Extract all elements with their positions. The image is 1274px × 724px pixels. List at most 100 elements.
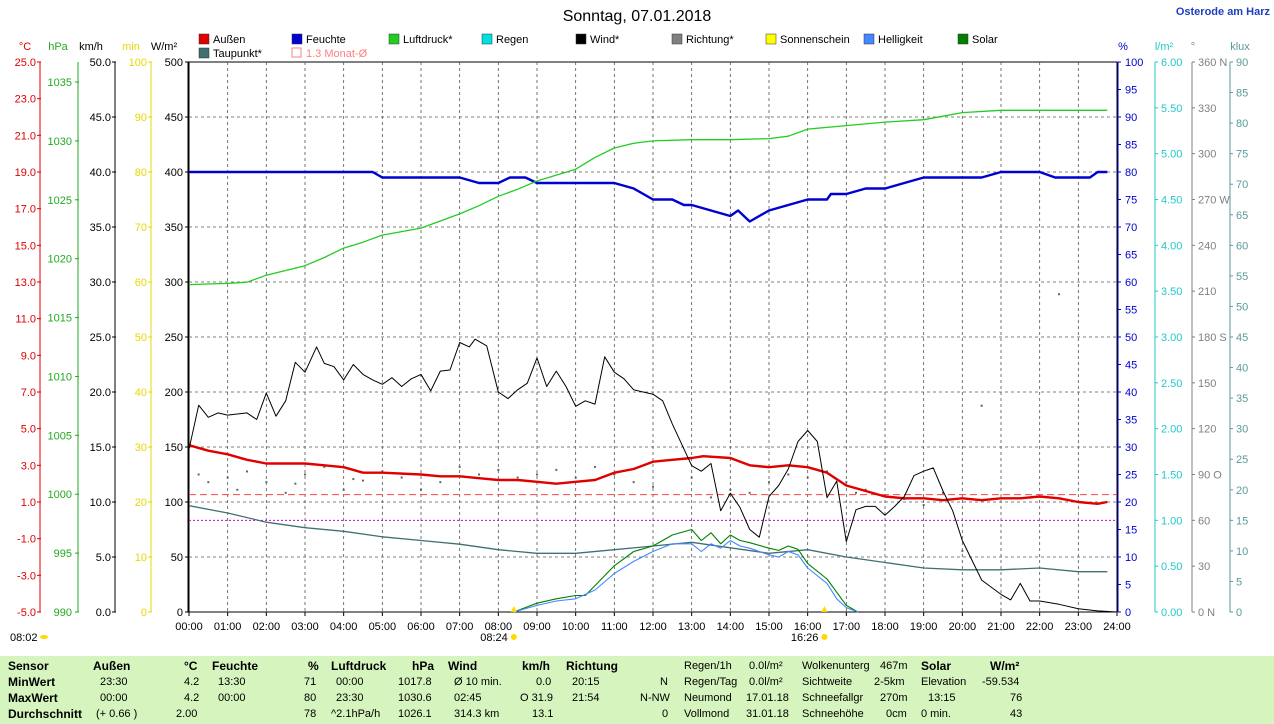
aussen-header: Außen [93,659,131,673]
solar-unit: W/m² [990,659,1020,673]
x-tick-label: 04:00 [330,621,358,633]
direction-point [420,488,422,491]
x-tick-label: 08:00 [485,621,513,633]
sunrise-label: 08:24 [480,632,508,644]
direction-point [304,473,306,476]
wind-avg-note: 314.3 km [454,708,500,720]
axis-tick-label-rain: 5.00 [1161,149,1182,161]
axis-tick-label-temp: -5.0 [17,607,36,619]
aussen-max-val: 4.2 [184,692,200,704]
direction-point [1058,293,1060,296]
axis-unit-wind: km/h [79,41,103,53]
legend-swatch-0 [198,33,210,45]
feuchte-min-val: 71 [304,676,317,688]
axis-unit-pressure: hPa [48,41,68,53]
axis-tick-label-light: 55 [1236,271,1248,283]
axis-tick-label-humidity: 35 [1125,415,1137,427]
luftdruck-min-val: 1017.8 [398,676,432,688]
direction-point [855,491,857,494]
direction-point [710,496,712,499]
axis-tick-label-direction: 210 [1198,286,1216,298]
x-tick-label: 22:00 [1026,621,1054,633]
direction-point [516,476,519,479]
axis-tick-label-humidity: 0 [1125,607,1131,619]
aussen-max-time: 00:00 [100,692,128,704]
x-tick-label: 24:00 [1103,621,1131,633]
wind-max-time: 02:45 [454,692,482,704]
x-tick-label: 16:00 [794,621,822,633]
legend-label-4: Wind* [590,34,620,46]
axis-tick-label-solar: 250 [165,332,183,344]
richtung-max-val: N-NW [640,692,670,704]
axis-tick-label-rain: 4.50 [1161,195,1182,207]
x-tick-label: 06:00 [407,621,435,633]
luftdruck-min-time: 00:00 [336,676,364,688]
direction-point [922,504,925,507]
axis-tick-label-humidity: 30 [1125,442,1137,454]
x-tick-label: 13:00 [678,621,706,633]
solar-duration-label: 0 min. [921,708,951,720]
axis-tick-label-temp: 9.0 [21,350,36,362]
x-tick-label: 23:00 [1065,621,1093,633]
axis-tick-label-wind: 0.0 [96,607,111,619]
direction-point [497,468,500,471]
legend-swatch-8 [957,33,969,45]
statistics-footer: Sensor MinWert MaxWert Durchschnitt Auße… [0,656,1274,724]
axis-unit-solar: W/m² [151,41,178,53]
axis-tick-label-humidity: 50 [1125,332,1137,344]
wind-unit: km/h [522,659,551,673]
axis-tick-label-humidity: 80 [1125,167,1137,179]
axis-tick-label-light: 30 [1236,424,1248,436]
axis-tick-label-direction: 30 [1198,561,1210,573]
axis-tick-label-direction: 180 S [1198,332,1227,344]
avg-row-label: Durchschnitt [8,707,83,721]
axis-tick-label-sunshine: 10 [135,552,147,564]
series-line-Taupunkt [188,505,1108,573]
direction-point [197,473,200,476]
legend-label-5: Richtung* [686,34,734,46]
axis-tick-label-direction: 120 [1198,424,1216,436]
axis-tick-label-temp: 11.0 [15,314,36,326]
axis-tick-label-temp: 23.0 [15,94,36,106]
legend-swatch-6 [765,33,777,45]
axis-tick-label-light: 25 [1236,454,1248,466]
axis-tick-label-sunshine: 30 [135,442,147,454]
x-tick-label: 00:00 [175,621,203,633]
x-tick-label: 18:00 [871,621,899,633]
aussen-min-val: 4.2 [184,676,200,688]
axis-tick-label-sunshine: 40 [135,387,147,399]
axis-tick-label-light: 35 [1236,393,1248,405]
axis-tick-label-sunshine: 0 [141,607,147,619]
wolkenunterg-label: Wolkenunterg [802,660,870,672]
axis-tick-label-temp: 21.0 [15,130,36,142]
aussen-unit: °C [184,659,198,673]
axis-tick-label-direction: 60 [1198,515,1210,527]
direction-point [352,478,355,481]
axis-tick-label-humidity: 75 [1125,195,1137,207]
sichtweite-val: 2-5km [874,676,905,688]
feuchte-header: Feuchte [212,659,259,673]
schneehoehe-val: 0cm [886,708,907,720]
x-tick-label: 03:00 [291,621,319,633]
x-tick-label: 15:00 [755,621,783,633]
axis-tick-label-sunshine: 60 [135,277,147,289]
richtung-max-time: 21:54 [572,692,600,704]
axis-tick-label-rain: 1.50 [1161,470,1182,482]
max-row-label: MaxWert [8,691,58,705]
schneefallgr-label: Schneefallgr [802,692,864,704]
series-line-Feuchte [189,170,1108,223]
axis-tick-label-rain: 3.00 [1161,332,1182,344]
axis-tick-label-pressure: 1010 [48,371,72,383]
axis-tick-label-humidity: 10 [1125,552,1137,564]
axis-tick-label-wind: 5.0 [96,552,111,564]
axis-tick-label-wind: 40.0 [90,167,111,179]
feuchte-max-time: 00:00 [218,692,246,704]
aussen-avg-note: (+ 0.66 ) [96,708,138,720]
axis-tick-label-light: 45 [1236,332,1248,344]
legend-label-9: Taupunkt* [213,48,263,60]
min-row-label: MinWert [8,675,56,689]
sichtweite-label: Sichtweite [802,676,853,688]
direction-point [536,473,538,476]
axis-unit-direction: ° [1191,41,1195,53]
sunset-marker [821,606,828,612]
